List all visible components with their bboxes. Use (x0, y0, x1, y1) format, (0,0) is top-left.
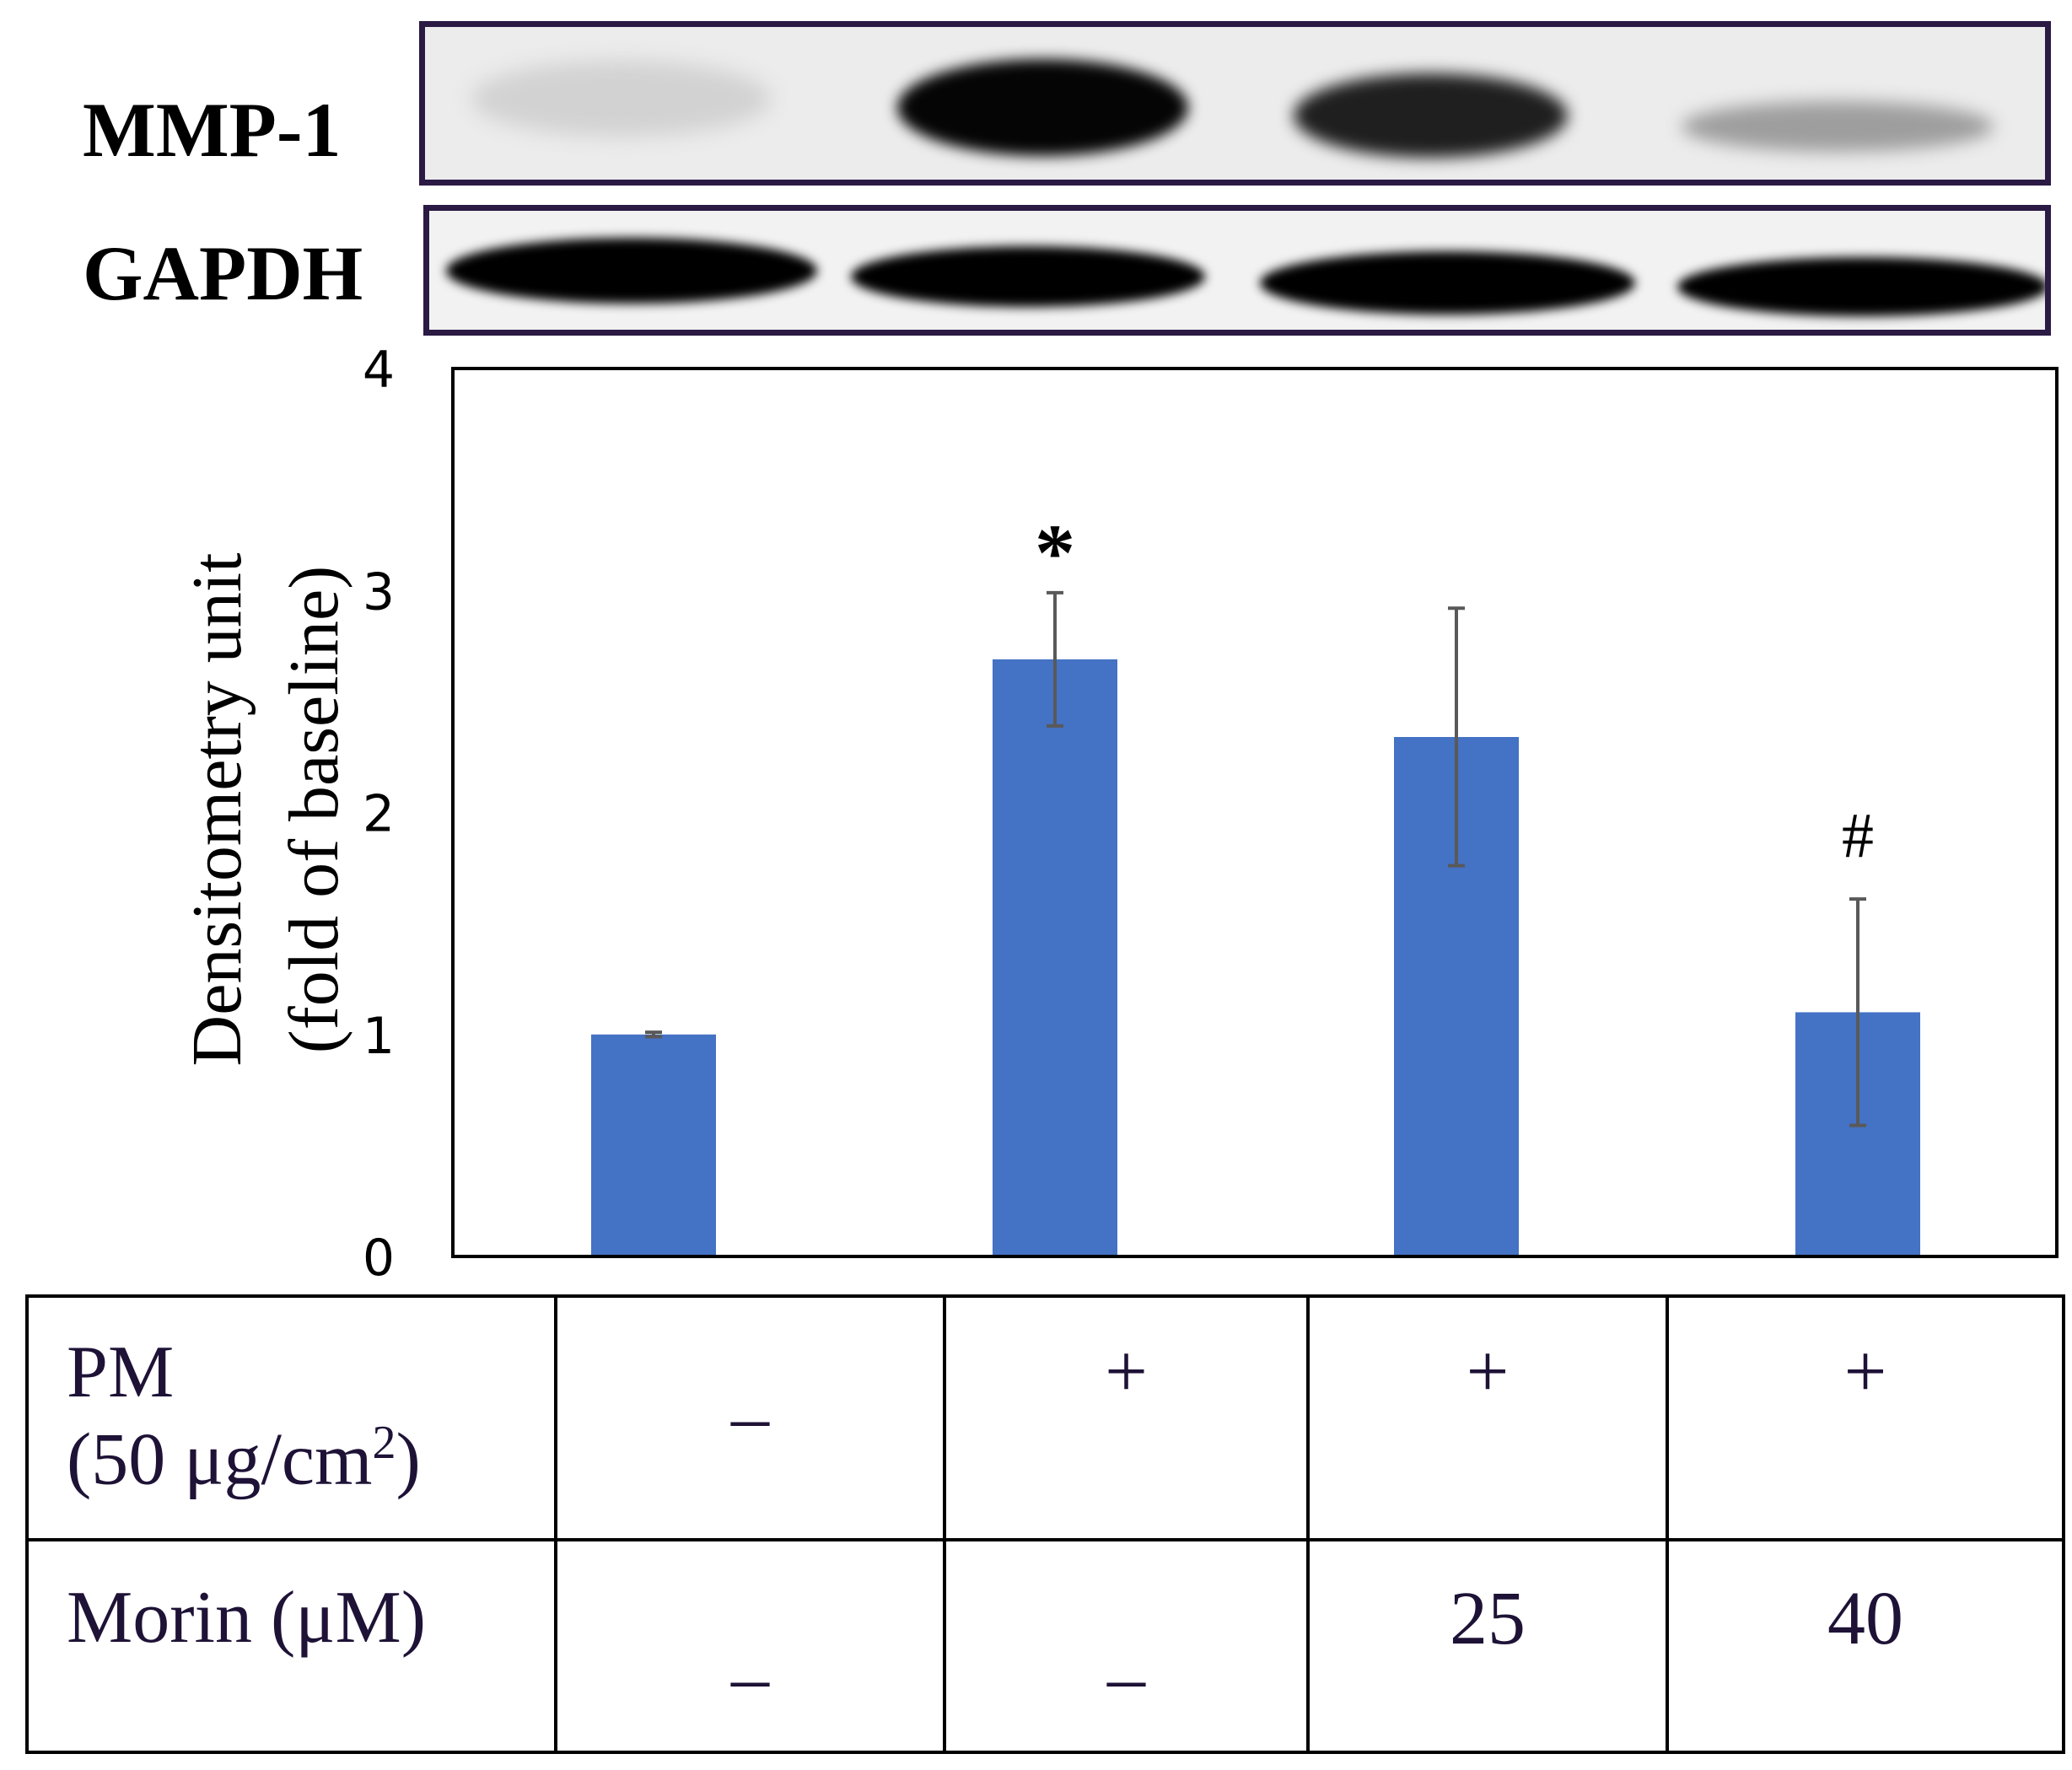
gapdh-blot-label: GAPDH (83, 230, 363, 316)
morin-cell-2: – (943, 1538, 1310, 1754)
error-bars (645, 590, 1866, 1127)
error-bar (1849, 897, 1866, 1127)
significance-marker: * (1035, 508, 1075, 598)
gapdh-band-3 (1260, 251, 1635, 315)
mmp1-blot (419, 21, 2051, 186)
mmp1-band-3 (1294, 73, 1568, 158)
morin-row: Morin (μM) – – 25 40 (25, 1538, 2065, 1754)
bar (591, 1034, 716, 1256)
mmp1-band-2 (897, 59, 1188, 156)
pm-row-label: PM (50 μg/cm2) (25, 1294, 557, 1541)
y-tick-label: 2 (363, 785, 395, 844)
plot-frame (451, 367, 2059, 1258)
error-bar (1448, 606, 1465, 868)
y-axis-label: Densitometry unit (fold of baseline) (178, 553, 353, 1067)
morin-cell-4: 40 (1666, 1538, 2065, 1754)
y-tick-label: 0 (363, 1229, 395, 1282)
pm-row: PM (50 μg/cm2) – + + + (25, 1294, 2065, 1541)
y-axis-ticks: 0 1 2 3 4 (363, 341, 395, 1282)
error-bar (645, 1030, 662, 1039)
pm-cell-3: + (1306, 1294, 1669, 1541)
y-axis-label-line2: (fold of baseline) (275, 566, 353, 1053)
bar-chart: Densitometry unit (fold of baseline) 0 1 2… (178, 341, 2059, 1282)
pm-cell-4: + (1666, 1294, 2065, 1541)
annotations: *# (1035, 508, 1874, 871)
mmp1-band-4 (1682, 101, 1994, 152)
mmp1-blot-label: MMP-1 (83, 87, 342, 173)
error-bar (1047, 590, 1063, 728)
morin-cell-3: 25 (1306, 1538, 1669, 1754)
y-tick-label: 4 (363, 341, 395, 400)
y-axis-label-line1: Densitometry unit (178, 553, 256, 1067)
pm-label-line2: (50 μg/cm2) (67, 1417, 421, 1501)
y-tick-label: 3 (363, 562, 395, 621)
morin-cell-1: – (554, 1538, 946, 1754)
morin-row-label: Morin (μM) (25, 1538, 557, 1754)
significance-marker: # (1842, 800, 1874, 871)
bars (591, 659, 1920, 1256)
pm-label-line1: PM (67, 1332, 175, 1413)
y-tick-label: 1 (363, 1007, 395, 1066)
gapdh-band-2 (851, 246, 1205, 307)
gapdh-blot (423, 205, 2051, 336)
bar (993, 659, 1117, 1256)
gapdh-band-4 (1677, 257, 2045, 316)
pm-cell-1: – (554, 1294, 946, 1541)
pm-cell-2: + (943, 1294, 1310, 1541)
mmp1-band-1 (471, 61, 771, 137)
conditions-table: PM (50 μg/cm2) – + + + Morin (μM) – – 25… (25, 1294, 2065, 1754)
gapdh-band-1 (446, 238, 817, 304)
